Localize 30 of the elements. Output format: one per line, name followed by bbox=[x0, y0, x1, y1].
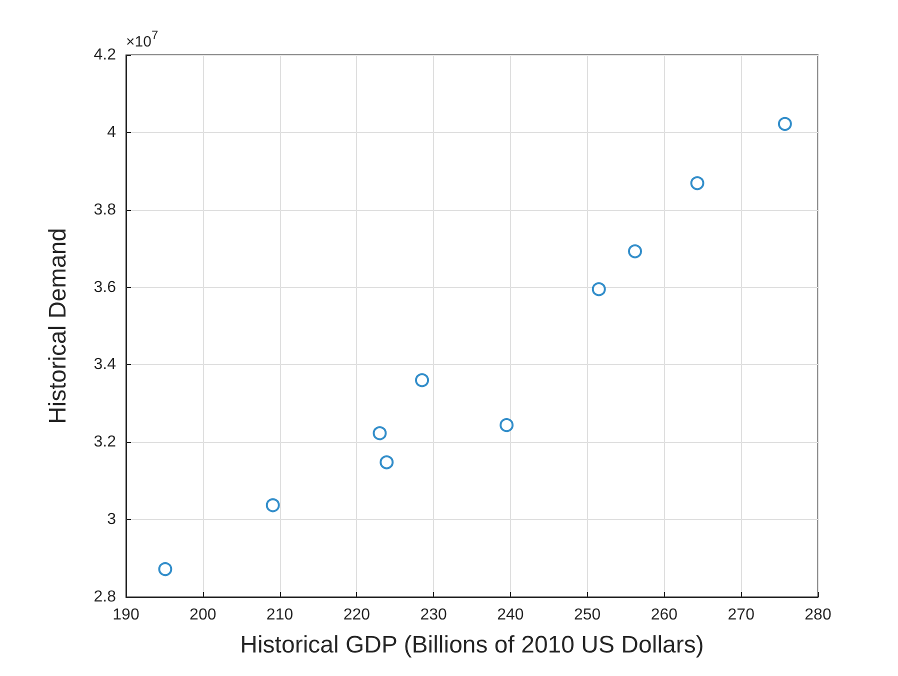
point bbox=[500, 418, 514, 432]
point bbox=[628, 244, 642, 258]
point bbox=[266, 498, 280, 512]
y-tick-label: 3.4 bbox=[94, 356, 116, 374]
x-tick-label: 190 bbox=[112, 606, 140, 624]
x-tick-label: 260 bbox=[650, 606, 678, 624]
point bbox=[380, 455, 394, 470]
point bbox=[415, 373, 430, 388]
point bbox=[158, 562, 172, 576]
x-tick-label: 280 bbox=[804, 606, 832, 624]
x-tick-label: 210 bbox=[266, 606, 294, 624]
y-tick-label: 4 bbox=[107, 124, 116, 141]
y-tick-label: 3 bbox=[107, 511, 116, 528]
x-tick-label: 240 bbox=[497, 606, 524, 624]
x-tick-label: 200 bbox=[190, 606, 216, 624]
point bbox=[592, 282, 606, 296]
point bbox=[372, 426, 387, 440]
y-tick-label: 3.8 bbox=[94, 201, 116, 218]
y-tick-label: 4.2 bbox=[94, 46, 116, 64]
y-axis-title: Historical Demand bbox=[44, 228, 72, 424]
point bbox=[778, 116, 792, 131]
y-tick-label: 3.2 bbox=[94, 434, 116, 451]
x-axis-title: Historical GDP (Billions of 2010 US Dollars) bbox=[240, 632, 704, 658]
y-tick-label: 3.6 bbox=[94, 278, 116, 296]
x-tick-label: 220 bbox=[343, 606, 370, 624]
x-tick-label: 230 bbox=[420, 606, 447, 624]
x-tick-label: 250 bbox=[574, 606, 601, 624]
y-tick-label: 2.8 bbox=[94, 588, 116, 606]
x-tick-label: 270 bbox=[728, 606, 755, 624]
point bbox=[690, 176, 704, 190]
